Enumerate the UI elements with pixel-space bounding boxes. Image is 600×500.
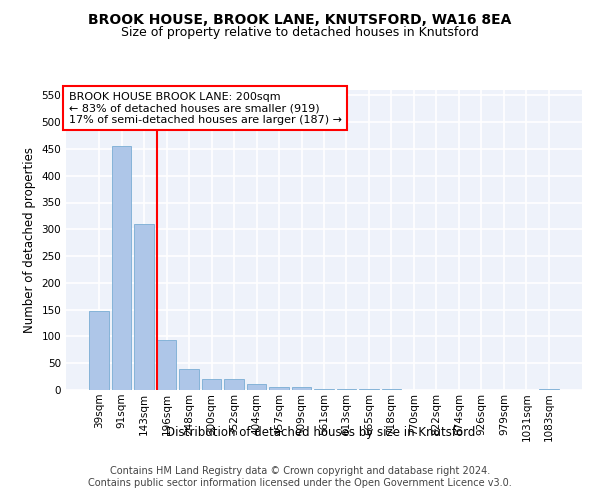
Text: BROOK HOUSE BROOK LANE: 200sqm
← 83% of detached houses are smaller (919)
17% of: BROOK HOUSE BROOK LANE: 200sqm ← 83% of … bbox=[68, 92, 341, 124]
Bar bbox=[292, 388, 311, 390]
Bar bbox=[269, 387, 289, 390]
Text: BROOK HOUSE, BROOK LANE, KNUTSFORD, WA16 8EA: BROOK HOUSE, BROOK LANE, KNUTSFORD, WA16… bbox=[88, 12, 512, 26]
Text: Distribution of detached houses by size in Knutsford: Distribution of detached houses by size … bbox=[166, 426, 476, 439]
Bar bbox=[179, 369, 199, 390]
Bar bbox=[202, 380, 221, 390]
Bar bbox=[112, 146, 131, 390]
Bar bbox=[314, 389, 334, 390]
Bar bbox=[89, 311, 109, 390]
Text: Size of property relative to detached houses in Knutsford: Size of property relative to detached ho… bbox=[121, 26, 479, 39]
Bar bbox=[224, 380, 244, 390]
Bar bbox=[157, 340, 176, 390]
Text: Contains HM Land Registry data © Crown copyright and database right 2024.
Contai: Contains HM Land Registry data © Crown c… bbox=[88, 466, 512, 487]
Y-axis label: Number of detached properties: Number of detached properties bbox=[23, 147, 36, 333]
Bar bbox=[134, 224, 154, 390]
Bar bbox=[247, 384, 266, 390]
